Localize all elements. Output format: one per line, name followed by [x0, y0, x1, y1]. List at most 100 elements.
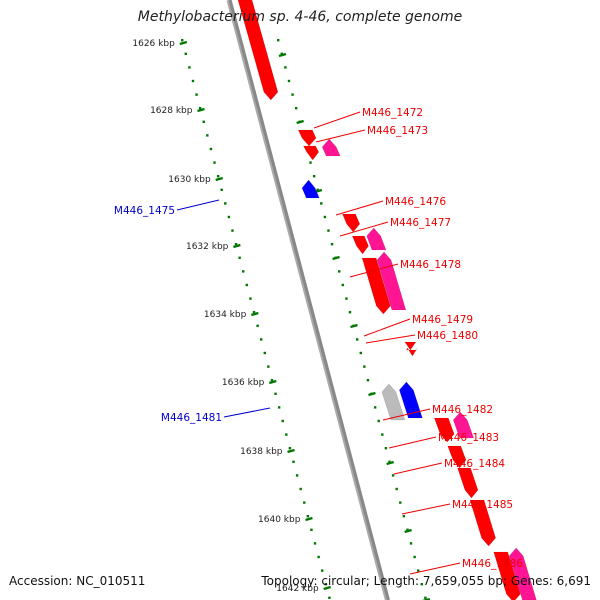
gene-arrow	[351, 235, 369, 255]
gene-arrow	[469, 499, 496, 547]
tick-dot	[287, 79, 291, 83]
major-tick	[422, 597, 431, 600]
tick-dot	[330, 243, 334, 246]
gene-block	[381, 383, 406, 421]
tick-dot	[198, 107, 202, 110]
leader-line	[315, 129, 366, 143]
tick-dot	[224, 202, 227, 205]
gene-block	[321, 138, 341, 157]
gene-arrow	[399, 381, 423, 419]
gene-label: M446_1472	[362, 107, 423, 119]
tick-track-left	[179, 39, 332, 599]
tick-dot	[359, 351, 362, 355]
tick-dot	[267, 365, 270, 368]
major-tick	[287, 448, 295, 454]
tick-dot	[420, 583, 424, 586]
tick-dot	[310, 528, 313, 531]
tick-dot	[324, 583, 328, 586]
major-tick	[215, 176, 224, 182]
leader-line	[313, 111, 361, 129]
gene-label: M446_1476	[385, 196, 446, 208]
tick-dot	[406, 528, 409, 531]
tick-dot	[345, 297, 348, 300]
gene-label: M446_1485	[452, 499, 513, 511]
gene-features	[237, 0, 537, 600]
tick-labels: 1626 kbp 1628 kbp 1630 kbp 1632 kbp 1634 kbp…	[132, 39, 319, 594]
tick-dot	[245, 283, 249, 287]
gene-arrow	[403, 341, 417, 351]
tick-dot	[323, 215, 327, 219]
tick-dot	[281, 419, 284, 423]
tick-dot	[206, 134, 209, 137]
tick-dot	[285, 433, 288, 436]
tick-dot	[312, 175, 316, 178]
tick-dot	[328, 596, 331, 599]
tick-dot	[317, 555, 320, 559]
tick-dot	[284, 66, 287, 69]
tick-dot	[274, 392, 277, 395]
gene-block	[452, 411, 475, 439]
major-tick	[368, 391, 376, 397]
gene-label: M446_1473	[367, 125, 428, 137]
gene-arrow	[342, 213, 361, 233]
leader-line	[393, 462, 443, 475]
leader-line	[339, 221, 389, 237]
major-tick	[197, 107, 205, 113]
tick-dot	[188, 66, 191, 69]
gene-arrow	[237, 0, 279, 101]
tick-dot	[320, 202, 323, 205]
tick-label: 1630 kbp	[168, 175, 211, 185]
gene-block	[366, 227, 387, 251]
major-tick	[233, 243, 241, 249]
leader-line	[176, 199, 220, 211]
tick-dot	[294, 107, 298, 110]
gene-block	[508, 547, 537, 600]
tick-label: 1638 kbp	[240, 447, 283, 457]
tick-label: 1626 kbp	[132, 39, 175, 49]
tick-dot	[413, 555, 416, 559]
major-tick	[332, 255, 340, 261]
tick-dot	[348, 311, 352, 314]
tick-dot	[366, 379, 370, 382]
label-leader-lines	[176, 111, 461, 575]
tick-dot	[409, 542, 413, 545]
major-tick	[305, 516, 313, 522]
gene-label: M446_1481	[161, 412, 222, 424]
gene-label: M446_1477	[390, 217, 451, 229]
gene-label: M446_1484	[444, 458, 505, 470]
gene-labels: M446_1472 M446_1473 M446_1475 M446_1476 M446…	[114, 107, 523, 570]
gene-arrow	[457, 467, 479, 499]
leader-line	[365, 334, 416, 344]
leader-line	[349, 263, 399, 278]
tick-dot	[321, 569, 324, 572]
tick-dot	[299, 487, 302, 491]
tick-dot	[270, 379, 274, 382]
tick-label: 1634 kbp	[204, 310, 247, 320]
tick-dot	[399, 501, 402, 504]
major-tick	[296, 119, 304, 125]
tick-dot	[395, 487, 398, 491]
accession-text: Accession: NC_010511	[9, 574, 146, 588]
tick-dot	[292, 460, 295, 463]
tick-dot	[377, 419, 380, 423]
tick-dot	[263, 351, 266, 355]
tick-dot	[391, 474, 395, 477]
gene-arrow	[433, 417, 455, 443]
tick-dot	[181, 39, 184, 42]
gene-block	[376, 251, 407, 311]
tick-dot	[402, 515, 406, 518]
tick-dot	[338, 270, 341, 273]
tick-dot	[316, 188, 319, 191]
tick-label: 1632 kbp	[186, 242, 229, 252]
tick-dot	[256, 324, 259, 327]
gene-label: M446_1482	[432, 404, 493, 416]
tick-dot	[191, 79, 195, 83]
map-title: Methylobacterium sp. 4-46, complete geno…	[137, 9, 463, 25]
tick-dot	[384, 447, 388, 450]
tick-dot	[381, 433, 384, 436]
tick-dot	[424, 596, 427, 599]
tick-dot	[280, 52, 283, 55]
tick-dot	[303, 501, 306, 504]
tick-dot	[341, 283, 345, 287]
